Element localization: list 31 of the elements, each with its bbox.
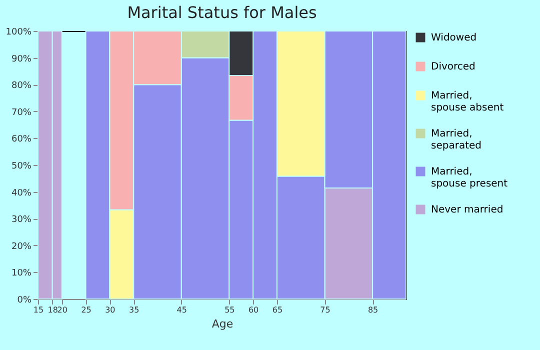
x-tick-label: 15 (33, 306, 44, 314)
legend-label: Never married (431, 204, 504, 216)
y-tick-label: 60% (11, 134, 32, 145)
x-tick-label: 18 (48, 306, 58, 314)
x-tick-label: 35 (128, 306, 140, 314)
legend-label: Married, spouse absent (431, 90, 504, 114)
x-tick-label: 60 (248, 306, 259, 314)
y-tick-label: 80% (11, 81, 32, 92)
x-tick-label: 55 (224, 306, 235, 314)
chart-title: Marital Status for Males (127, 3, 317, 22)
y-tick-label: 50% (11, 162, 32, 172)
y-tick-label: 0% (17, 296, 32, 306)
y-tick-label: 70% (11, 108, 32, 118)
legend-label: Divorced (431, 62, 476, 72)
y-tick-label: 40% (11, 188, 32, 198)
y-tick-label: 30% (11, 215, 32, 226)
x-axis-title: Age (212, 318, 234, 330)
y-tick-label: 20% (11, 242, 32, 252)
x-tick-label: 85 (368, 306, 378, 314)
x-tick-label: 20 (57, 306, 68, 314)
y-tick-label: 90% (11, 54, 32, 64)
x-tick-label: 25 (81, 306, 92, 314)
y-tick-label: 100% (6, 28, 32, 38)
x-tick-label: 65 (272, 306, 283, 314)
x-tick-label: 75 (320, 306, 330, 314)
legend-label: Married, spouse present (431, 166, 508, 190)
y-tick-label: 10% (11, 268, 32, 279)
legend-label: Married, separated (431, 128, 482, 152)
legend-label: Widowed (431, 32, 477, 44)
x-tick-label: 30 (105, 306, 116, 314)
x-tick-label: 45 (176, 306, 187, 314)
